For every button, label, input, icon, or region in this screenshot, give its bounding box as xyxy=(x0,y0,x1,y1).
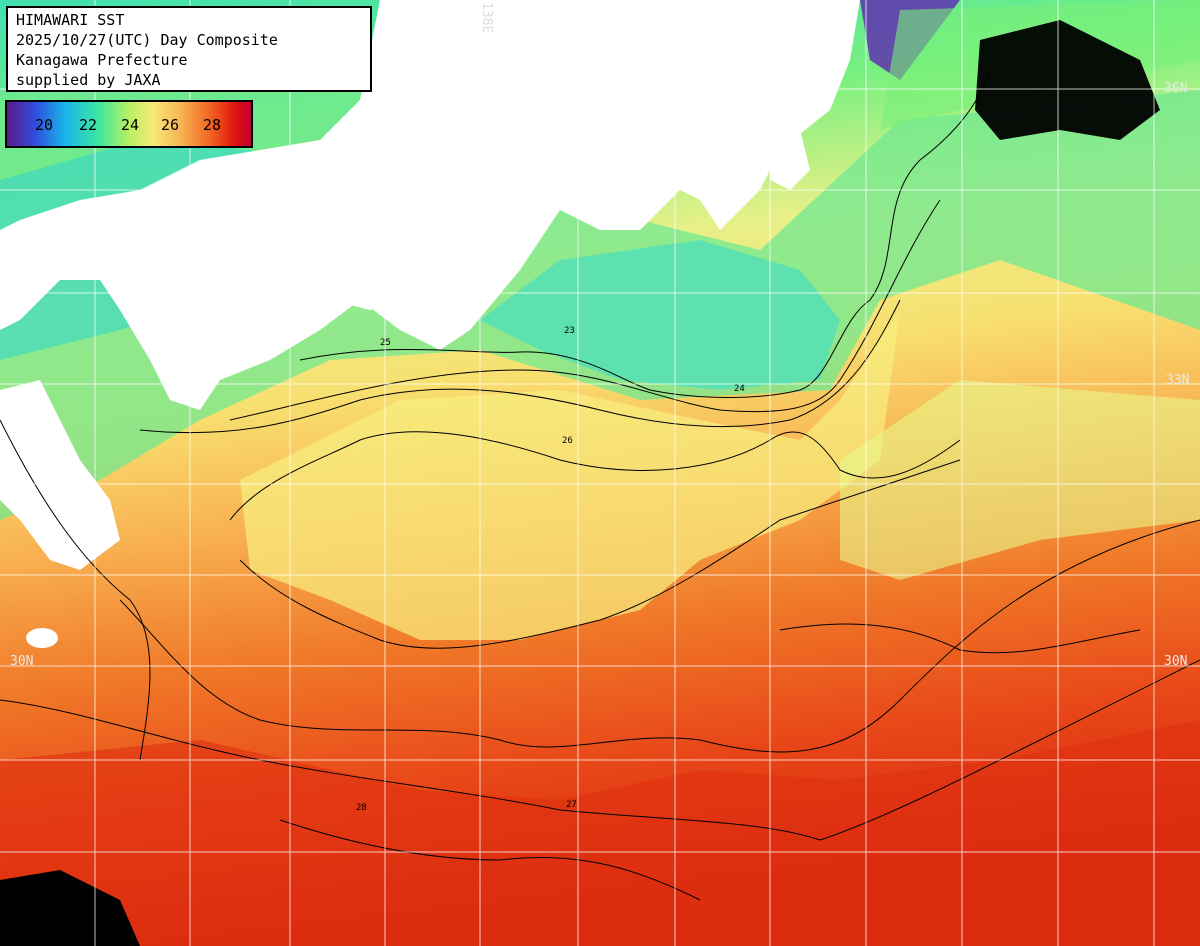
legend-label: 28 xyxy=(203,116,222,134)
contour-label: 27 xyxy=(566,800,577,810)
lat-label: 30N xyxy=(10,654,34,669)
lat-label: 30N xyxy=(1164,654,1188,669)
contour-line xyxy=(119,519,1200,753)
contour-label: 28 xyxy=(356,803,367,813)
lat-label: 33N xyxy=(1166,373,1190,388)
contour-label: 26 xyxy=(562,436,573,446)
warm-southern-water xyxy=(0,720,1200,946)
contour-label: 25 xyxy=(380,338,391,348)
contour-line xyxy=(779,623,1141,654)
land-kyushu xyxy=(0,380,120,570)
title-line-4: supplied by JAXA xyxy=(16,71,161,89)
cloud-mask-ne xyxy=(975,20,1160,140)
contour-line xyxy=(229,199,941,421)
legend-label: 20 xyxy=(35,116,54,134)
land-island xyxy=(26,628,58,648)
kuroshio-band xyxy=(240,310,900,640)
contour-line xyxy=(239,459,961,649)
warm-band-east xyxy=(840,380,1200,580)
temperature-legend: 20 22 24 26 28 xyxy=(5,100,253,148)
legend-label: 26 xyxy=(161,116,180,134)
contour-label: 24 xyxy=(734,384,745,394)
land-izu xyxy=(770,130,810,190)
map-title-box: HIMAWARI SST 2025/10/27(UTC) Day Composi… xyxy=(6,6,372,92)
title-line-3: Kanagawa Prefecture xyxy=(16,51,188,69)
land-shikoku xyxy=(300,220,420,310)
contour-line xyxy=(279,819,701,901)
contour-line xyxy=(139,299,901,434)
contour-line xyxy=(0,419,151,761)
contour-line xyxy=(0,659,1200,841)
title-line-1: HIMAWARI SST xyxy=(16,11,125,29)
lat-label: 36N xyxy=(1164,81,1188,96)
land-honshu xyxy=(0,0,860,410)
legend-label: 24 xyxy=(121,116,140,134)
title-line-2: 2025/10/27(UTC) Day Composite xyxy=(16,31,278,49)
cool-bay-water xyxy=(480,240,840,390)
isotherm-contours xyxy=(0,69,1200,901)
legend-label: 22 xyxy=(79,116,98,134)
cloud-mask-sw xyxy=(0,870,140,946)
contour-line xyxy=(299,69,991,398)
contour-line xyxy=(229,431,961,521)
contour-label: 23 xyxy=(564,326,575,336)
lon-label: 138E xyxy=(479,2,494,34)
